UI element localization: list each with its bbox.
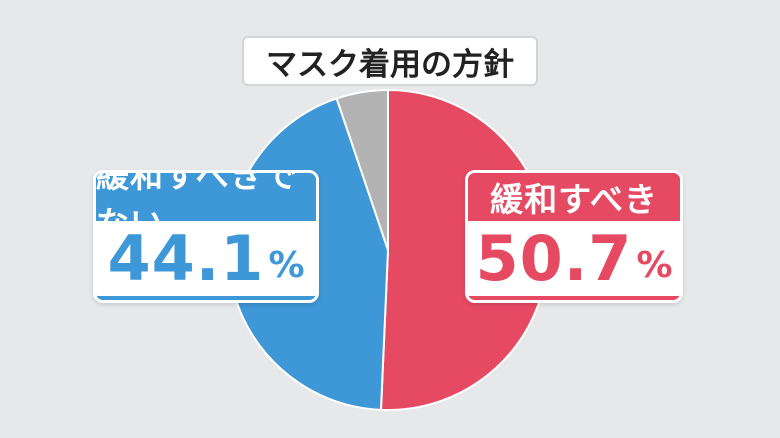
label-should-relax-name: 緩和すべき: [468, 173, 680, 221]
value-should-relax: 50.7: [475, 222, 633, 295]
slice-other: [335, 88, 389, 251]
value-should-not-relax: 44.1: [107, 222, 265, 295]
unit-percent: %: [636, 245, 673, 286]
label-should-relax-value-box: 50.7%: [468, 221, 680, 296]
label-should-not-relax-value-box: 44.1%: [96, 221, 316, 296]
label-should-relax: 緩和すべき 50.7%: [465, 170, 683, 303]
label-should-not-relax: 緩和すべきでない 44.1%: [93, 170, 319, 303]
chart-title: マスク着用の方針: [242, 36, 538, 86]
unit-percent: %: [268, 245, 305, 286]
label-should-not-relax-name: 緩和すべきでない: [96, 173, 316, 243]
